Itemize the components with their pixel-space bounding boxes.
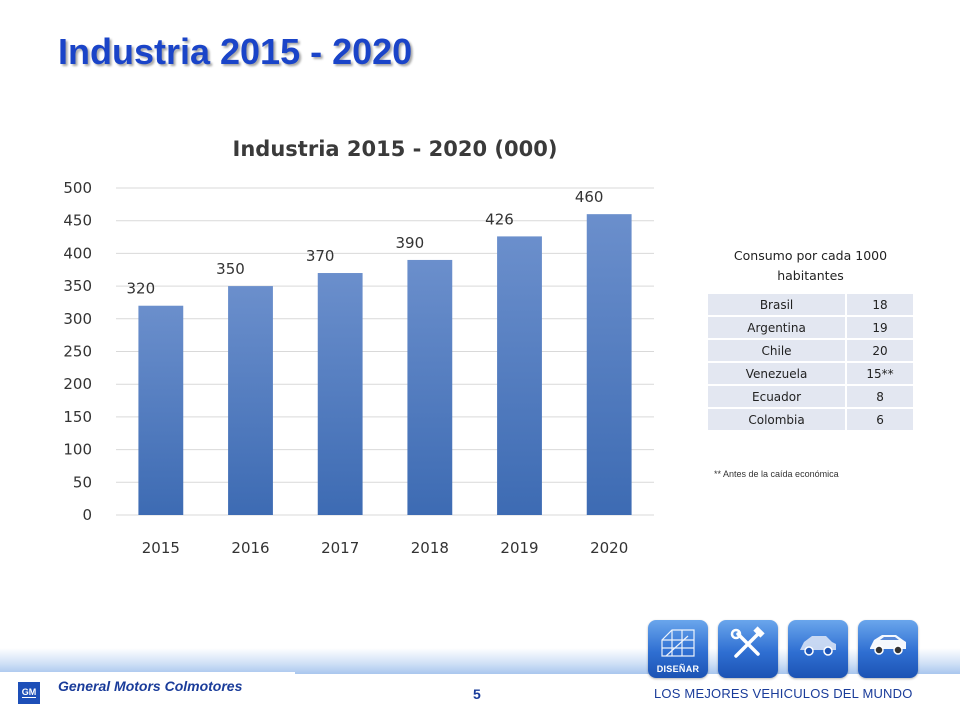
tile-tools [718,620,778,678]
y-tick-label: 150 [63,408,92,426]
y-tick-label: 300 [63,310,92,328]
tagline: LOS MEJORES VEHICULOS DEL MUNDO [654,686,913,701]
y-tick-label: 500 [63,179,92,197]
value-cell: 15** [846,361,913,385]
y-tick-label: 400 [63,244,92,262]
gm-logo: GM [18,682,40,704]
value-cell: 8 [846,384,913,408]
country-cell: Ecuador [708,384,848,408]
consumo-table-header: Consumo por cada 1000 habitantes [708,240,913,294]
tile-car [858,620,918,678]
blueprint-icon [661,629,695,657]
tile-label: DISEÑAR [656,664,700,674]
tile-disenar: DISEÑAR [648,620,708,678]
data-label: 350 [216,260,245,278]
y-tick-label: 350 [63,277,92,295]
x-tick-label: 2015 [142,539,180,557]
gm-logo-text: GM [21,687,37,698]
data-label: 426 [485,210,514,228]
country-cell: Brasil [708,292,848,316]
x-tick-label: 2017 [321,539,359,557]
value-cell: 6 [846,407,913,430]
table-row: Brasil 18 [708,292,913,316]
bar [407,259,453,515]
table-row: Ecuador 8 [708,384,913,408]
chart-title: Industria 2015 - 2020 (000) [233,137,558,161]
slide-title: Industria 2015 - 2020 [58,31,413,72]
consumo-table: Consumo por cada 1000 habitantes Brasil … [708,240,913,430]
data-label: 370 [306,247,335,265]
data-label: 460 [575,188,604,206]
x-tick-label: 2019 [500,539,538,557]
y-tick-label: 450 [63,212,92,230]
tools-icon [730,626,765,658]
y-tick-label: 50 [73,473,92,491]
data-label: 390 [396,234,425,252]
table-row: Chile 20 [708,338,913,362]
bar [586,214,632,515]
car-icon [870,635,906,655]
bar [138,305,184,515]
data-label: 320 [127,280,156,298]
y-tick-label: 200 [63,375,92,393]
value-cell: 19 [846,315,913,339]
table-row: Colombia 6 [708,407,913,430]
table-footnote: ** Antes de la caída económica [714,469,839,479]
x-tick-label: 2018 [411,539,449,557]
bar [228,286,273,515]
bar [497,236,542,515]
country-cell: Venezuela [708,361,848,385]
bar [317,273,363,515]
footer-white-panel [0,672,295,706]
table-row: Venezuela 15** [708,361,913,385]
bar-chart: Industria 2015 - 2020 (000) 0 50 100 150 200 2… [63,137,654,557]
page-number: 5 [473,686,481,702]
country-cell: Argentina [708,315,848,339]
value-cell: 20 [846,338,913,362]
x-tick-label: 2016 [231,539,269,557]
value-cell: 18 [846,292,913,316]
table-row: Argentina 19 [708,315,913,339]
y-tick-label: 0 [82,506,92,524]
tile-car-frame [788,620,848,678]
country-cell: Chile [708,338,848,362]
x-tick-label: 2020 [590,539,628,557]
company-name: General Motors Colmotores [58,678,243,694]
y-tick-label: 100 [63,441,92,459]
car-frame-icon [800,636,836,656]
country-cell: Colombia [708,407,848,430]
y-tick-label: 250 [63,343,92,361]
